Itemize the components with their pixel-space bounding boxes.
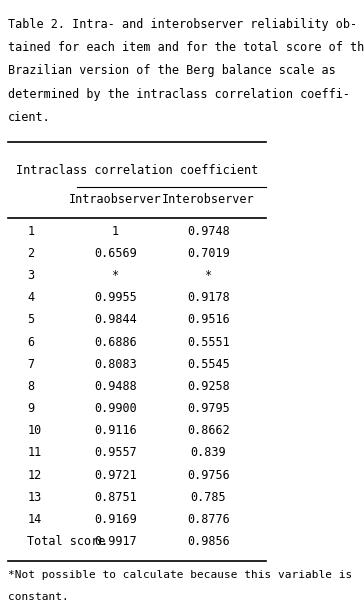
Text: 0.9557: 0.9557 (94, 446, 136, 460)
Text: 9: 9 (27, 402, 35, 415)
Text: determined by the intraclass correlation coeffi-: determined by the intraclass correlation… (8, 88, 350, 101)
Text: tained for each item and for the total score of the: tained for each item and for the total s… (8, 41, 364, 54)
Text: 4: 4 (27, 291, 35, 304)
Text: 0.5551: 0.5551 (187, 335, 230, 349)
Text: 6: 6 (27, 335, 35, 349)
Text: *: * (112, 269, 119, 282)
Text: 0.9900: 0.9900 (94, 402, 136, 415)
Text: 0.9756: 0.9756 (187, 469, 230, 482)
Text: 0.785: 0.785 (191, 491, 226, 504)
Text: constant.: constant. (8, 592, 69, 600)
Text: 0.8776: 0.8776 (187, 513, 230, 526)
Text: 14: 14 (27, 513, 41, 526)
Text: 12: 12 (27, 469, 41, 482)
Text: 0.7019: 0.7019 (187, 247, 230, 260)
Text: 0.9955: 0.9955 (94, 291, 136, 304)
Text: 1: 1 (112, 224, 119, 238)
Text: 5: 5 (27, 313, 35, 326)
Text: 0.9258: 0.9258 (187, 380, 230, 393)
Text: 0.8083: 0.8083 (94, 358, 136, 371)
Text: 0.9721: 0.9721 (94, 469, 136, 482)
Text: 7: 7 (27, 358, 35, 371)
Text: 0.9844: 0.9844 (94, 313, 136, 326)
Text: 0.9856: 0.9856 (187, 535, 230, 548)
Text: Brazilian version of the Berg balance scale as: Brazilian version of the Berg balance sc… (8, 64, 336, 77)
Text: Intraclass correlation coefficient: Intraclass correlation coefficient (16, 164, 258, 177)
Text: 0.6569: 0.6569 (94, 247, 136, 260)
Text: Interobserver: Interobserver (162, 193, 255, 206)
Text: 0.5545: 0.5545 (187, 358, 230, 371)
Text: 0.9116: 0.9116 (94, 424, 136, 437)
Text: 3: 3 (27, 269, 35, 282)
Text: 0.9795: 0.9795 (187, 402, 230, 415)
Text: 0.6886: 0.6886 (94, 335, 136, 349)
Text: 0.9488: 0.9488 (94, 380, 136, 393)
Text: 1: 1 (27, 224, 35, 238)
Text: 0.839: 0.839 (191, 446, 226, 460)
Text: 11: 11 (27, 446, 41, 460)
Text: Table 2. Intra- and interobserver reliability ob-: Table 2. Intra- and interobserver reliab… (8, 17, 357, 31)
Text: 0.9516: 0.9516 (187, 313, 230, 326)
Text: 0.9178: 0.9178 (187, 291, 230, 304)
Text: *Not possible to calculate because this variable is: *Not possible to calculate because this … (8, 569, 352, 580)
Text: 13: 13 (27, 491, 41, 504)
Text: 10: 10 (27, 424, 41, 437)
Text: 0.8662: 0.8662 (187, 424, 230, 437)
Text: 2: 2 (27, 247, 35, 260)
Text: 0.9917: 0.9917 (94, 535, 136, 548)
Text: 0.9169: 0.9169 (94, 513, 136, 526)
Text: *: * (205, 269, 212, 282)
Text: 0.9748: 0.9748 (187, 224, 230, 238)
Text: Intraobserver: Intraobserver (69, 193, 162, 206)
Text: 8: 8 (27, 380, 35, 393)
Text: 0.8751: 0.8751 (94, 491, 136, 504)
Text: Total score: Total score (27, 535, 106, 548)
Text: cient.: cient. (8, 111, 51, 124)
